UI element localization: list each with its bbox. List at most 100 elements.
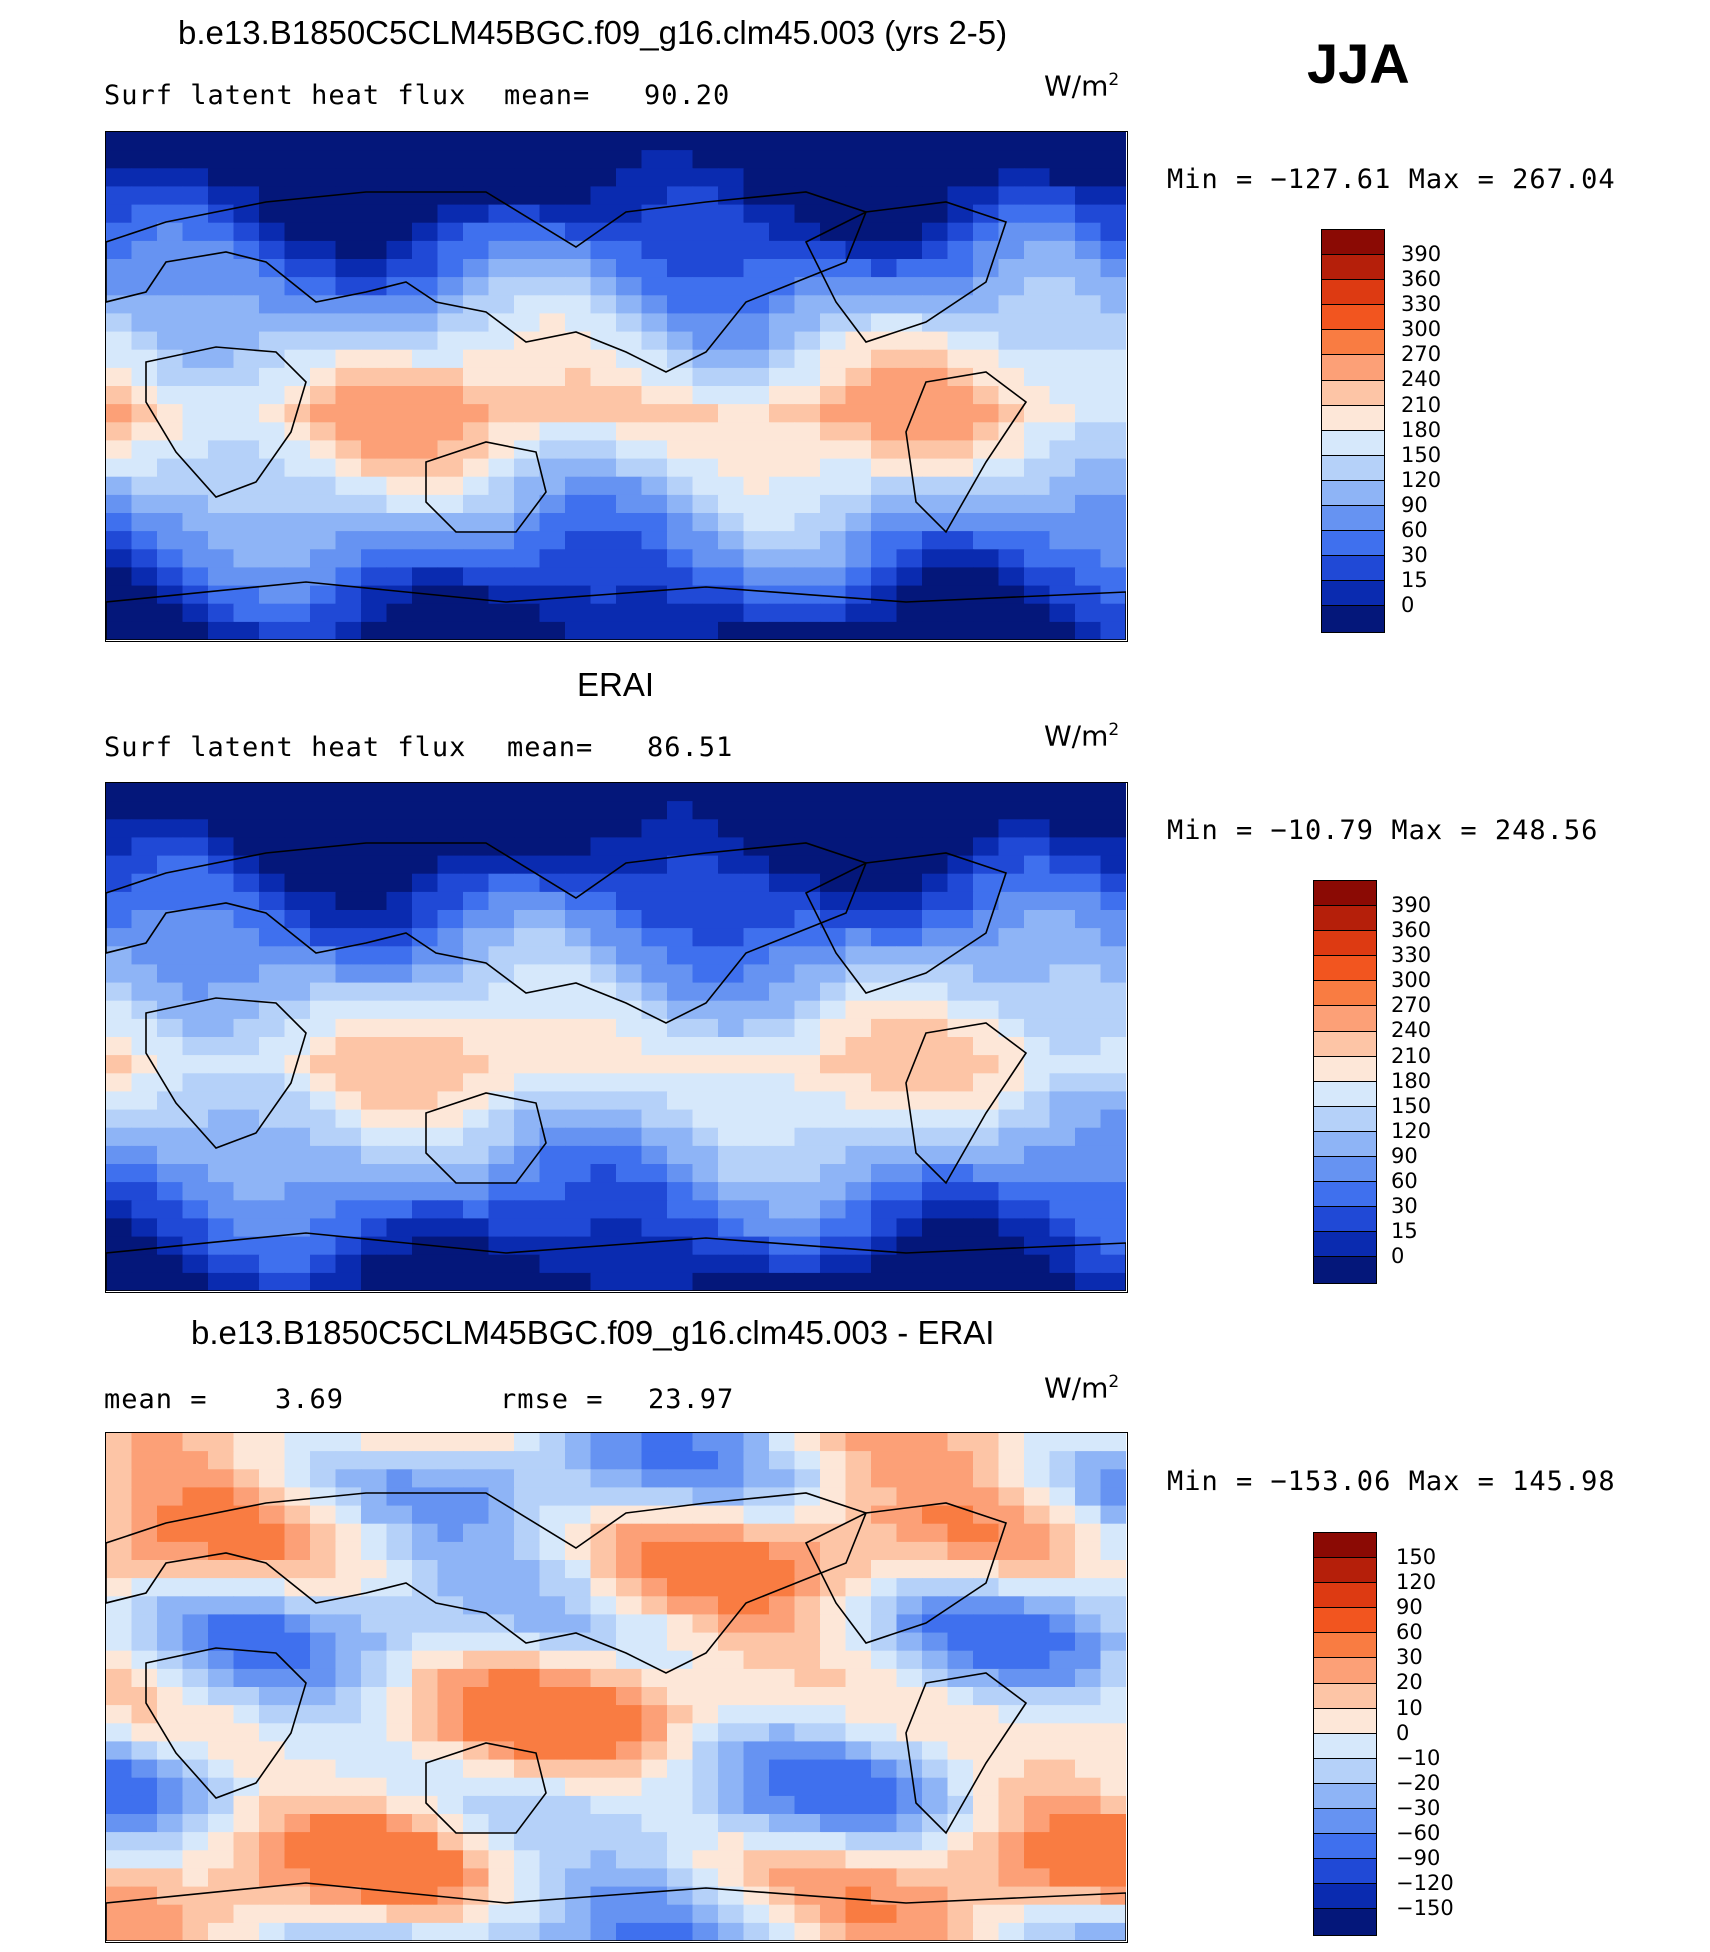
field-cell [947,964,974,984]
field-cell [1075,1037,1102,1056]
field-cell [794,1164,821,1183]
field-cell [871,440,898,460]
field-cell [182,891,209,911]
field-cell [208,621,235,640]
field-cell [310,1055,337,1074]
field-cell [718,855,745,875]
field-cell [361,240,388,260]
field-cell [667,928,694,947]
field-cell [539,1904,566,1924]
field-cell [616,873,643,893]
field-cell [845,1272,872,1291]
field-cell [157,1109,184,1129]
field-cell [590,222,617,242]
field-cell [437,1759,464,1779]
field-cell [794,982,821,1002]
field-cell [437,1451,464,1470]
field-cell [769,1578,796,1597]
field-cell [412,1705,439,1724]
field-cell [463,1850,490,1869]
field-cell [259,1850,286,1869]
field-cell [896,1037,923,1056]
field-cell [590,259,617,278]
field-cell [743,313,770,333]
field-cell [437,1127,464,1147]
field-cell [973,603,1000,623]
field-cell [871,1505,898,1525]
field-cell [1024,946,1051,965]
panel1-title: b.e13.B1850C5CLM45BGC.f09_g16.clm45.003 … [178,14,1008,51]
field-cell [437,1705,464,1724]
field-cell [692,222,719,242]
coastline [106,581,1126,640]
field-cell [794,1109,821,1129]
field-cell [412,1904,439,1924]
field-cell [590,1451,617,1470]
field-cell [616,1632,643,1652]
field-cell [845,621,872,640]
field-cell [131,349,158,369]
field-cell [1100,150,1126,169]
field-cell [616,603,643,623]
field-cell [208,1541,235,1561]
field-cell [284,946,311,965]
field-cell [641,422,668,441]
field-cell [820,1687,847,1706]
field-cell [1100,1091,1126,1111]
field-cell [386,1904,413,1924]
field-cell [565,1705,592,1724]
field-cell [1075,1236,1102,1256]
field-cell [947,349,974,369]
field-cell [1024,1904,1051,1924]
field-cell [335,150,362,169]
field-cell [616,1850,643,1869]
field-cell [412,1632,439,1652]
field-cell [1075,1469,1102,1488]
field-cell [335,1614,362,1634]
field-cell [310,1164,337,1183]
field-cell [106,1832,133,1851]
field-cell [361,1236,388,1256]
field-cell [998,549,1025,568]
field-cell [463,1795,490,1815]
field-cell [947,1705,974,1724]
field-cell [539,585,566,605]
field-cell [616,150,643,169]
field-cell [667,204,694,224]
field-cell [463,494,490,514]
field-cell [947,1272,974,1291]
field-cell [463,1741,490,1761]
field-cell [412,549,439,568]
field-cell [1049,783,1076,802]
field-cell [565,422,592,441]
field-cell [896,549,923,568]
field-cell [743,819,770,838]
field-cell [616,277,643,296]
field-cell [998,1759,1025,1779]
field-cell [539,531,566,550]
field-cell [896,1705,923,1724]
field-cell [233,531,260,550]
field-cell [616,1200,643,1219]
field-cell [820,1200,847,1219]
panel1-variable: Surf latent heat flux [104,80,467,111]
field-cell [539,1795,566,1815]
field-cell [412,1650,439,1670]
field-cell [437,1687,464,1706]
field-cell [616,1000,643,1020]
field-cell [769,549,796,568]
field-cell [769,1795,796,1815]
field-cell [820,1814,847,1833]
field-cell [692,837,719,857]
field-cell [514,1109,541,1129]
field-cell [794,476,821,496]
field-cell [1024,1254,1051,1274]
field-cell [718,386,745,405]
field-cell [463,585,490,605]
field-cell [769,819,796,838]
field-cell [412,222,439,242]
field-cell [284,1850,311,1869]
field-cell [1024,440,1051,460]
field-cell [182,1814,209,1833]
field-cell [131,1218,158,1238]
